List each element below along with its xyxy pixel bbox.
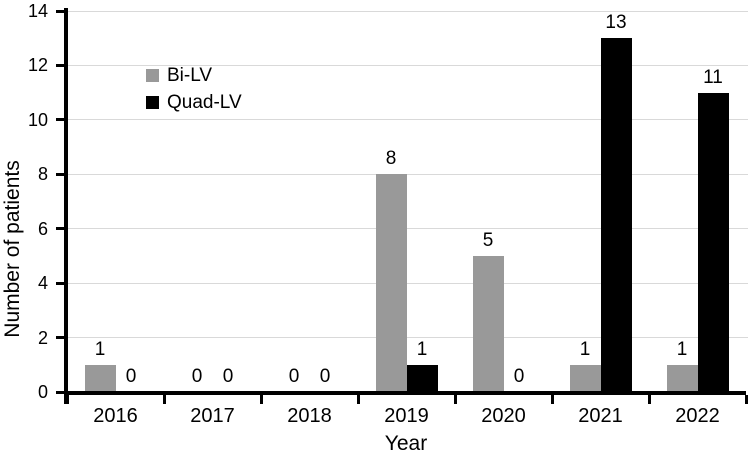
x-tick-label-2017: 2017 (190, 405, 235, 427)
value-label-bi-lv-2019: 8 (385, 148, 397, 170)
y-tick-mark-12 (56, 63, 65, 67)
value-label-quad-lv-2022: 11 (703, 66, 723, 88)
value-label-quad-lv-2016: 0 (125, 366, 137, 387)
legend-item-quad-lv: Quad-LV (146, 89, 242, 116)
bar-quad-lv-2019 (406, 364, 438, 392)
bar-bi-lv-2022 (666, 364, 698, 392)
gridline-y-8 (67, 173, 748, 175)
bar-bi-lv-2019 (375, 174, 407, 392)
x-axis-title: Year (384, 432, 428, 455)
bar-quad-lv-2022 (697, 92, 729, 392)
y-tick-mark-6 (56, 227, 65, 231)
y-tick-mark-14 (56, 9, 65, 13)
gridline-y-6 (67, 228, 748, 230)
y-tick-mark-8 (56, 172, 65, 176)
value-label-bi-lv-2016: 1 (94, 338, 106, 360)
bar-bi-lv-2016 (84, 364, 116, 392)
value-label-quad-lv-2017: 0 (222, 366, 234, 387)
y-tick-label-0: 0 (37, 382, 48, 402)
y-tick-label-8: 8 (37, 164, 48, 185)
y-tick-mark-0 (56, 390, 65, 394)
x-tick-mark-4 (453, 395, 457, 404)
y-tick-label-2: 2 (37, 327, 48, 348)
x-tick-mark-1 (162, 395, 166, 404)
legend-swatch-quad-lv (146, 96, 159, 109)
legend: Bi-LV Quad-LV (146, 62, 242, 116)
x-tick-label-2022: 2022 (675, 405, 720, 427)
y-tick-label-4: 4 (37, 273, 48, 294)
legend-item-bi-lv: Bi-LV (146, 62, 242, 89)
x-tick-label-2016: 2016 (93, 405, 138, 427)
x-tick-mark-6 (647, 395, 651, 404)
value-label-bi-lv-2021: 1 (579, 338, 591, 360)
x-tick-label-2018: 2018 (287, 405, 332, 427)
y-tick-label-12: 12 (27, 55, 48, 76)
legend-swatch-bi-lv (146, 69, 159, 82)
x-tick-mark-7 (744, 395, 748, 404)
value-label-quad-lv-2019: 1 (416, 338, 428, 360)
bar-bi-lv-2021 (569, 364, 601, 392)
value-label-bi-lv-2020: 5 (482, 229, 494, 251)
y-tick-mark-2 (56, 336, 65, 340)
x-tick-label-2020: 2020 (481, 405, 526, 427)
gridline-y-12 (67, 64, 748, 66)
value-label-quad-lv-2021: 13 (605, 12, 627, 34)
value-label-quad-lv-2018: 0 (319, 366, 331, 387)
y-tick-mark-4 (56, 281, 65, 285)
gridline-y-4 (67, 282, 748, 284)
x-tick-mark-2 (259, 395, 263, 404)
y-axis-title: Number of patients (1, 160, 24, 338)
y-tick-label-14: 14 (27, 1, 48, 21)
bar-quad-lv-2021 (600, 38, 632, 392)
legend-label-bi-lv: Bi-LV (167, 64, 213, 86)
y-tick-mark-10 (56, 118, 65, 122)
x-tick-label-2021: 2021 (578, 405, 623, 427)
value-label-bi-lv-2018: 0 (288, 366, 300, 387)
y-axis-line (64, 8, 68, 404)
x-tick-label-2019: 2019 (384, 405, 429, 427)
value-label-quad-lv-2020: 0 (513, 366, 525, 387)
value-label-bi-lv-2017: 0 (191, 366, 203, 387)
x-tick-mark-5 (550, 395, 554, 404)
value-label-bi-lv-2022: 1 (676, 338, 688, 360)
gridline-y-14 (67, 10, 748, 12)
x-axis-line (64, 391, 746, 395)
gridline-y-2 (67, 337, 748, 339)
bar-bi-lv-2020 (472, 255, 504, 392)
legend-label-quad-lv: Quad-LV (167, 91, 242, 113)
gridline-y-10 (67, 119, 748, 121)
x-tick-mark-3 (356, 395, 360, 404)
y-tick-label-10: 10 (27, 109, 48, 130)
y-tick-label-6: 6 (37, 218, 48, 239)
